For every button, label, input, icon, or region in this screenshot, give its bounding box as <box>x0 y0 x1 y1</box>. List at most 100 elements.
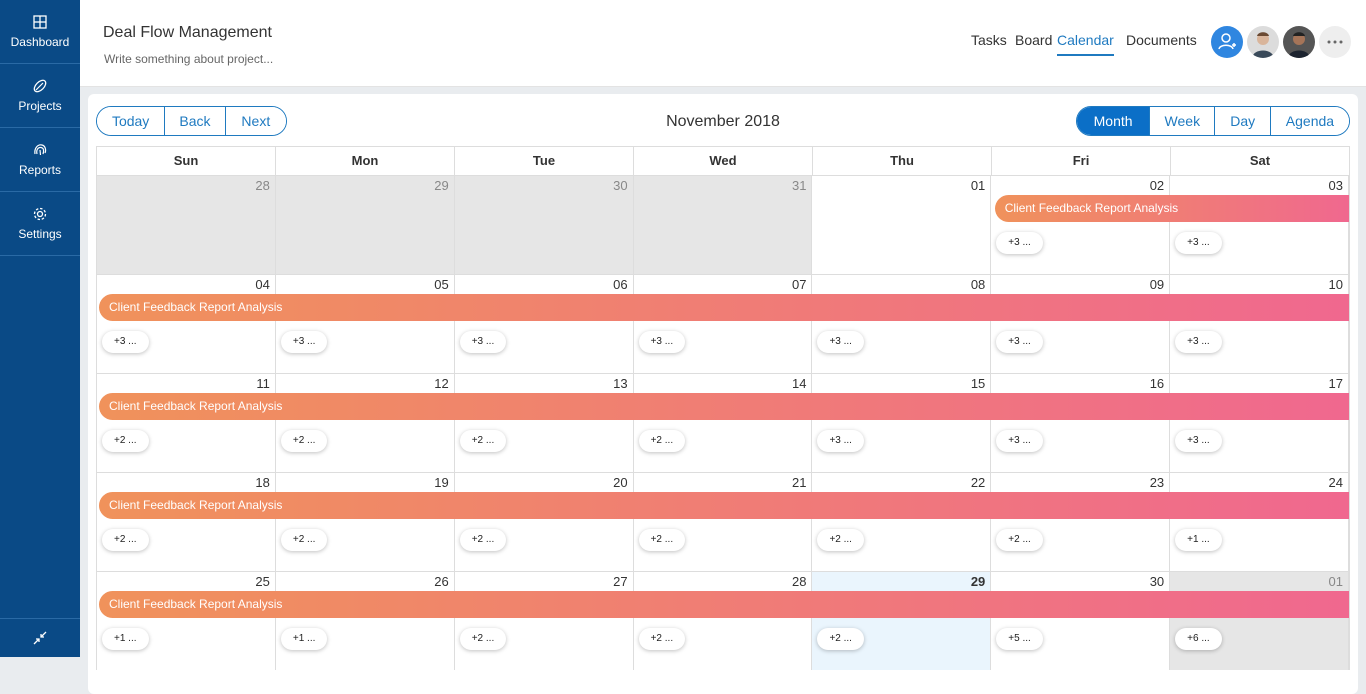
more-events-button[interactable]: +3 ... <box>102 331 149 353</box>
day-number[interactable]: 16 <box>1149 376 1165 391</box>
day-number[interactable]: 08 <box>970 277 986 292</box>
day-number[interactable]: 13 <box>613 376 628 391</box>
view-agenda-button[interactable]: Agenda <box>1270 107 1349 135</box>
day-number[interactable]: 19 <box>434 475 449 490</box>
day-number[interactable]: 06 <box>613 277 628 292</box>
day-cell[interactable]: 28 <box>97 176 276 274</box>
day-number[interactable]: 05 <box>434 277 449 292</box>
day-cell[interactable]: 23 +2 ... <box>991 473 1171 571</box>
day-number[interactable]: 25 <box>255 574 270 589</box>
day-cell[interactable]: 01 <box>812 176 992 274</box>
today-button[interactable]: Today <box>97 107 166 135</box>
more-events-button[interactable]: +3 ... <box>817 331 864 353</box>
project-title[interactable]: Deal Flow Management <box>103 24 272 41</box>
day-cell[interactable]: 18 +2 ... <box>97 473 276 571</box>
day-number[interactable]: 07 <box>791 277 807 292</box>
more-events-button[interactable]: +3 ... <box>817 430 864 452</box>
sidebar-item-reports[interactable]: Reports <box>0 128 80 192</box>
event-bar[interactable]: Client Feedback Report Analysis <box>99 393 1349 420</box>
day-cell[interactable]: 28 +2 ... <box>633 572 813 670</box>
more-events-button[interactable]: +2 ... <box>638 628 686 650</box>
day-cell[interactable]: 15 +3 ... <box>812 374 992 472</box>
more-events-button[interactable]: +2 ... <box>817 628 864 650</box>
view-week-button[interactable]: Week <box>1150 107 1216 135</box>
more-events-button[interactable]: +3 ... <box>1175 232 1222 254</box>
more-events-button[interactable]: +2 ... <box>638 529 686 551</box>
more-events-button[interactable]: +2 ... <box>102 529 149 551</box>
avatar[interactable] <box>1283 26 1315 58</box>
day-number[interactable]: 17 <box>1328 376 1344 391</box>
day-number[interactable]: 09 <box>1149 277 1165 292</box>
day-number[interactable]: 02 <box>1149 178 1165 193</box>
day-number[interactable]: 30 <box>613 178 628 193</box>
event-bar[interactable]: Client Feedback Report Analysis <box>99 294 1349 321</box>
tab-board[interactable]: Board <box>1015 32 1053 48</box>
day-cell[interactable]: 09 +3 ... <box>991 275 1171 373</box>
day-cell[interactable]: 29 +2 ... <box>812 572 992 670</box>
more-events-button[interactable]: +3 ... <box>996 232 1043 254</box>
day-cell[interactable]: 06 +3 ... <box>454 275 634 373</box>
more-events-button[interactable]: +3 ... <box>459 331 507 353</box>
more-events-button[interactable]: +6 ... <box>1175 628 1222 650</box>
day-number[interactable]: 31 <box>791 178 807 193</box>
project-description[interactable]: Write something about project... <box>104 52 274 66</box>
day-number[interactable]: 01 <box>1328 574 1344 589</box>
more-events-button[interactable]: +2 ... <box>280 529 328 551</box>
day-cell[interactable]: 19 +2 ... <box>275 473 455 571</box>
more-events-button[interactable]: +1 ... <box>1175 529 1222 551</box>
day-cell[interactable]: 30 +5 ... <box>991 572 1171 670</box>
tab-documents[interactable]: Documents <box>1126 32 1197 48</box>
more-events-button[interactable]: +2 ... <box>459 529 507 551</box>
day-cell[interactable]: 31 <box>633 176 813 274</box>
sidebar-item-settings[interactable]: Settings <box>0 192 80 256</box>
day-number[interactable]: 27 <box>613 574 628 589</box>
more-members-button[interactable] <box>1319 26 1351 58</box>
more-events-button[interactable]: +3 ... <box>1175 331 1222 353</box>
day-number[interactable]: 24 <box>1328 475 1344 490</box>
day-number[interactable]: 01 <box>970 178 986 193</box>
event-bar[interactable]: Client Feedback Report Analysis <box>99 492 1349 519</box>
more-events-button[interactable]: +1 ... <box>280 628 328 650</box>
day-cell[interactable]: 27 +2 ... <box>454 572 634 670</box>
day-number[interactable]: 14 <box>791 376 807 391</box>
sidebar-item-projects[interactable]: Projects <box>0 64 80 128</box>
day-number[interactable]: 26 <box>434 574 449 589</box>
more-events-button[interactable]: +1 ... <box>102 628 149 650</box>
more-events-button[interactable]: +2 ... <box>102 430 149 452</box>
day-cell[interactable]: 05 +3 ... <box>275 275 455 373</box>
day-cell[interactable]: 29 <box>275 176 455 274</box>
more-events-button[interactable]: +3 ... <box>280 331 328 353</box>
tab-tasks[interactable]: Tasks <box>971 32 1007 48</box>
day-number[interactable]: 22 <box>970 475 986 490</box>
more-events-button[interactable]: +2 ... <box>280 430 328 452</box>
day-cell[interactable]: 03 +3 ... <box>1170 176 1350 274</box>
event-bar[interactable]: Client Feedback Report Analysis <box>99 591 1349 618</box>
day-cell[interactable]: 10 +3 ... <box>1170 275 1350 373</box>
day-cell[interactable]: 13 +2 ... <box>454 374 634 472</box>
more-events-button[interactable]: +2 ... <box>459 628 507 650</box>
day-number[interactable]: 11 <box>256 376 270 391</box>
day-cell[interactable]: 04 +3 ... <box>97 275 276 373</box>
sidebar-item-dashboard[interactable]: Dashboard <box>0 0 80 64</box>
collapse-sidebar-button[interactable] <box>0 618 80 657</box>
day-number[interactable]: 29 <box>970 574 986 589</box>
day-number[interactable]: 18 <box>255 475 270 490</box>
day-cell[interactable]: 20 +2 ... <box>454 473 634 571</box>
day-number[interactable]: 28 <box>255 178 270 193</box>
day-cell[interactable]: 14 +2 ... <box>633 374 813 472</box>
more-events-button[interactable]: +3 ... <box>996 430 1043 452</box>
day-cell[interactable]: 12 +2 ... <box>275 374 455 472</box>
event-bar[interactable]: Client Feedback Report Analysis <box>994 195 1349 222</box>
day-number[interactable]: 28 <box>791 574 807 589</box>
day-number[interactable]: 15 <box>970 376 986 391</box>
day-number[interactable]: 29 <box>434 178 449 193</box>
avatar[interactable] <box>1247 26 1279 58</box>
day-cell[interactable]: 30 <box>454 176 634 274</box>
day-cell[interactable]: 11 +2 ... <box>97 374 276 472</box>
more-events-button[interactable]: +2 ... <box>996 529 1043 551</box>
view-day-button[interactable]: Day <box>1215 107 1271 135</box>
more-events-button[interactable]: +3 ... <box>996 331 1043 353</box>
more-events-button[interactable]: +3 ... <box>638 331 686 353</box>
more-events-button[interactable]: +2 ... <box>459 430 507 452</box>
view-month-button[interactable]: Month <box>1077 107 1151 135</box>
